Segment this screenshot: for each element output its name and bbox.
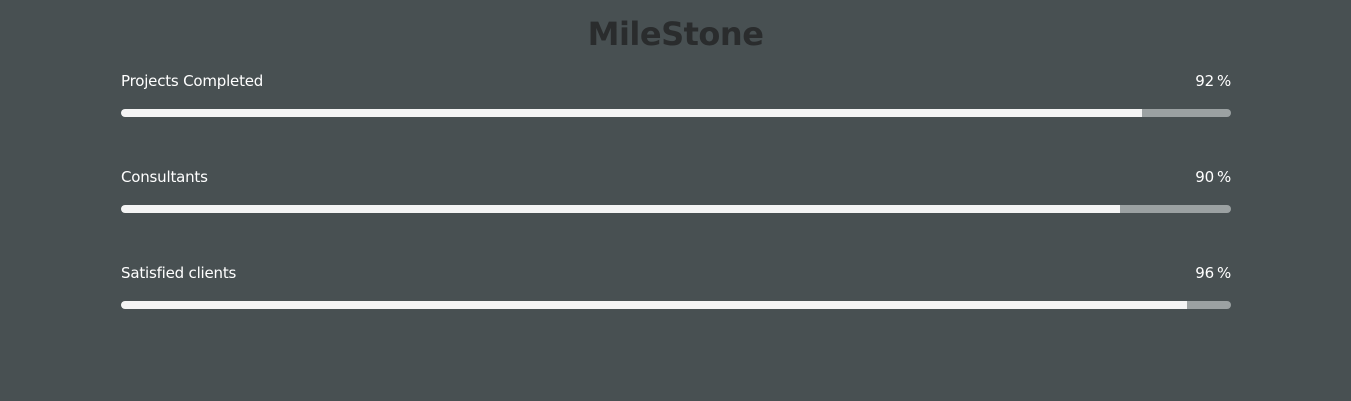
milestone-heading: MileStone bbox=[587, 15, 764, 53]
progress-value: 92% bbox=[1195, 71, 1231, 91]
progress-number: 96 bbox=[1195, 264, 1214, 282]
progress-label: Satisfied clients bbox=[121, 264, 237, 282]
progress-track bbox=[121, 301, 1231, 309]
progress-fill bbox=[121, 109, 1143, 117]
progress-value: 90% bbox=[1195, 167, 1231, 187]
progress-unit: % bbox=[1216, 72, 1231, 90]
progress-track bbox=[121, 109, 1231, 117]
progress-label: Projects Completed bbox=[121, 72, 264, 90]
progress-label: Consultants bbox=[121, 168, 208, 186]
progress-number: 90 bbox=[1195, 168, 1214, 186]
progress-fill bbox=[121, 205, 1120, 213]
progress-item-projects-completed: Projects Completed 92% bbox=[121, 70, 1231, 166]
progress-unit: % bbox=[1216, 168, 1231, 186]
progress-fill bbox=[121, 301, 1187, 309]
progress-number: 92 bbox=[1195, 72, 1214, 90]
progress-unit: % bbox=[1216, 264, 1231, 282]
progress-value: 96% bbox=[1195, 263, 1231, 283]
progress-track bbox=[121, 205, 1231, 213]
milestone-progress-list: Projects Completed 92% Consultants 90% S… bbox=[121, 70, 1231, 358]
progress-item-consultants: Consultants 90% bbox=[121, 166, 1231, 262]
progress-item-satisfied-clients: Satisfied clients 96% bbox=[121, 262, 1231, 358]
